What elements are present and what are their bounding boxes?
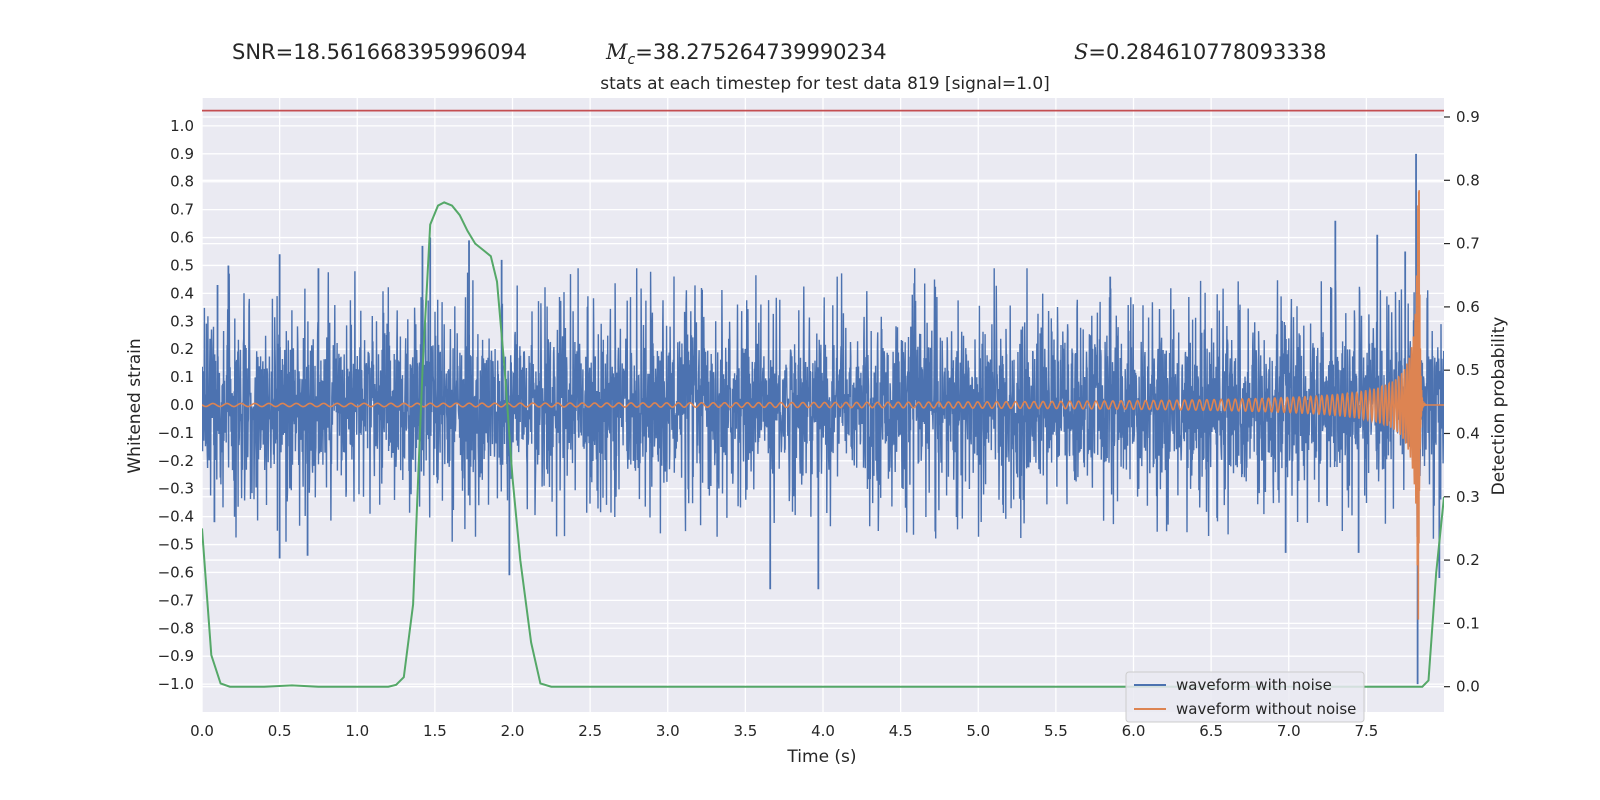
- y-tick-label: −0.7: [158, 591, 194, 609]
- y-tick-label: 0.9: [170, 145, 194, 163]
- y-axis-label: Whitened strain: [125, 338, 145, 473]
- x-tick-label: 2.0: [501, 722, 525, 740]
- y-tick-label: 0.0: [170, 396, 194, 414]
- x-tick-label: 3.5: [733, 722, 757, 740]
- legend-label-with-noise: waveform with noise: [1176, 676, 1332, 694]
- x-tick-label: 2.5: [578, 722, 602, 740]
- x-tick-label: 5.0: [966, 722, 990, 740]
- x-tick-label: 6.0: [1122, 722, 1146, 740]
- y-tick-label: 0.6: [170, 229, 194, 247]
- chirp-mass-stat: Mc=38.275264739990234: [606, 40, 887, 68]
- x-axis-ticks: 0.0 0.5 1.0 1.5 2.0 2.5 3.0 3.5 4.0 4.5 5.0 5.5 6.0 6…: [190, 722, 1378, 740]
- waveform-with-noise-line: [202, 268, 1444, 542]
- x-tick-label: 0.0: [190, 722, 214, 740]
- y2-tick-label: 0.8: [1456, 171, 1480, 189]
- spin-value: =0.284610778093338: [1088, 40, 1327, 64]
- x-tick-label: 6.5: [1199, 722, 1223, 740]
- y2-tick-label: 0.6: [1456, 298, 1480, 316]
- y-tick-label: 1.0: [170, 117, 194, 135]
- y-tick-label: 0.1: [170, 368, 194, 386]
- x-tick-label: 7.5: [1354, 722, 1378, 740]
- x-tick-label: 3.0: [656, 722, 680, 740]
- y-tick-label: 0.5: [170, 256, 194, 274]
- chirp-mass-value: =38.275264739990234: [635, 40, 887, 64]
- y2-tick-label: 0.5: [1456, 361, 1480, 379]
- y-tick-label: −0.5: [158, 536, 194, 554]
- y-tick-label: 0.4: [170, 284, 194, 302]
- y-tick-label: 0.3: [170, 312, 194, 330]
- y2-tick-label: 0.1: [1456, 614, 1480, 632]
- legend: waveform with noise waveform without noi…: [1125, 671, 1365, 723]
- chirp-mass-symbol: M: [606, 40, 628, 64]
- x-tick-label: 1.5: [423, 722, 447, 740]
- series-layer: [202, 109, 1444, 688]
- y-tick-label: −0.9: [158, 647, 194, 665]
- y-tick-label: 0.8: [170, 173, 194, 191]
- y-tick-label: 0.2: [170, 340, 194, 358]
- y2-tick-label: 0.4: [1456, 424, 1480, 442]
- y2-tick-label: 0.3: [1456, 488, 1480, 506]
- x-tick-label: 0.5: [268, 722, 292, 740]
- x-tick-label: 4.5: [889, 722, 913, 740]
- y2-tick-label: 0.0: [1456, 678, 1480, 696]
- y-tick-label: 0.7: [170, 201, 194, 219]
- chart-title: stats at each timestep for test data 819…: [600, 74, 1050, 94]
- snr-stat: SNR=18.561668395996094: [232, 40, 528, 64]
- spin-stat: S=0.284610778093338: [1074, 40, 1326, 64]
- y-tick-label: −0.6: [158, 563, 194, 581]
- y-tick-label: −0.2: [158, 452, 194, 470]
- y2-tick-label: 0.7: [1456, 235, 1480, 253]
- x-tick-label: 5.5: [1044, 722, 1068, 740]
- y-tick-label: −0.8: [158, 619, 194, 637]
- y-tick-label: −1.0: [158, 675, 194, 693]
- y2-tick-label: 0.9: [1456, 108, 1480, 126]
- series-waveform-without-noise: [202, 190, 1444, 620]
- x-tick-label: 4.0: [811, 722, 835, 740]
- legend-box: [1125, 671, 1365, 723]
- x-tick-label: 7.0: [1277, 722, 1301, 740]
- waveform-without-noise-line: [202, 190, 1444, 620]
- y2-tick-label: 0.2: [1456, 551, 1480, 569]
- x-axis-label: Time (s): [786, 747, 856, 767]
- x-tick-label: 1.0: [345, 722, 369, 740]
- chirp-mass-subscript: c: [627, 52, 636, 69]
- y-tick-label: −0.3: [158, 480, 194, 498]
- y-tick-label: −0.1: [158, 424, 194, 442]
- y-tick-label: −0.4: [158, 508, 194, 526]
- y2-axis-ticks: 0.9 0.8 0.7 0.6 0.5 0.4 0.3 0.2 0.1 0.0: [1444, 108, 1480, 696]
- y2-axis-label: Detection probability: [1489, 317, 1509, 496]
- legend-label-without-noise: waveform without noise: [1176, 700, 1356, 718]
- spin-symbol: S: [1074, 40, 1089, 64]
- y-axis-ticks: 1.0 0.9 0.8 0.7 0.6 0.5 0.4 0.3 0.2 0.1 0.0 −0.1 −0.…: [158, 117, 194, 693]
